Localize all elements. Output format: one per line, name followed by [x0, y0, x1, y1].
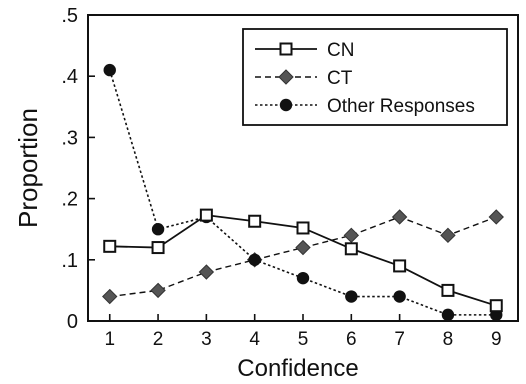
x-axis: 1 2 3 4 5 6 7 8 9 [104, 314, 502, 350]
data-point-1-8 [488, 209, 504, 225]
data-point-0-7 [441, 283, 455, 297]
data-point-1-4 [295, 239, 311, 256]
legend-label: CN [327, 40, 354, 61]
data-point-1-7 [440, 227, 456, 244]
data-point-2-7 [441, 308, 455, 322]
x-tick-label: 3 [201, 329, 212, 350]
y-tick-label: .5 [61, 5, 78, 27]
data-point-2-5 [345, 290, 358, 303]
data-point-0-0 [103, 239, 117, 253]
y-tick-label: .2 [61, 189, 78, 211]
y-tick-label: .3 [61, 127, 78, 149]
y-axis: 0 .1 .2 .3 .4 .5 [61, 5, 95, 333]
legend-marker-2 [279, 98, 293, 112]
legend-marker-0 [279, 42, 293, 56]
x-tick-label: 7 [394, 329, 405, 350]
x-tick-label: 9 [491, 329, 502, 350]
x-tick-label: 5 [298, 329, 309, 350]
y-tick-label: .4 [61, 66, 78, 88]
data-point-1-2 [198, 264, 215, 280]
legend-marker-1 [278, 69, 294, 85]
data-point-1-1 [150, 282, 166, 299]
data-point-1-5 [343, 227, 360, 244]
x-tick-label: 8 [443, 329, 454, 350]
data-point-0-6 [393, 259, 407, 273]
x-tick-label: 1 [104, 329, 115, 350]
x-tick-label: 2 [153, 329, 164, 350]
x-axis-label: Confidence [237, 355, 358, 382]
data-point-0-1 [151, 241, 165, 255]
data-point-2-3 [248, 253, 261, 266]
data-point-2-6 [393, 290, 406, 303]
data-point-0-5 [344, 242, 358, 256]
data-point-2-4 [296, 271, 310, 285]
data-point-2-1 [151, 223, 165, 236]
data-point-0-4 [296, 221, 310, 235]
data-point-0-2 [199, 208, 213, 222]
x-tick-label: 4 [249, 329, 260, 350]
x-tick-label: 6 [346, 329, 357, 350]
data-point-0-8 [489, 299, 503, 313]
y-tick-label: 0 [67, 311, 78, 333]
legend-label: CT [327, 68, 353, 89]
data-point-0-3 [248, 214, 262, 228]
data-point-2-0 [103, 63, 116, 77]
data-point-1-6 [391, 209, 408, 225]
legend: CN CT Other Responses [242, 28, 508, 126]
y-tick-label: .1 [61, 250, 78, 272]
data-point-1-0 [102, 288, 118, 305]
series-markers [102, 63, 504, 322]
y-axis-label: Proportion [13, 108, 43, 228]
legend-label: Other Responses [327, 96, 475, 117]
